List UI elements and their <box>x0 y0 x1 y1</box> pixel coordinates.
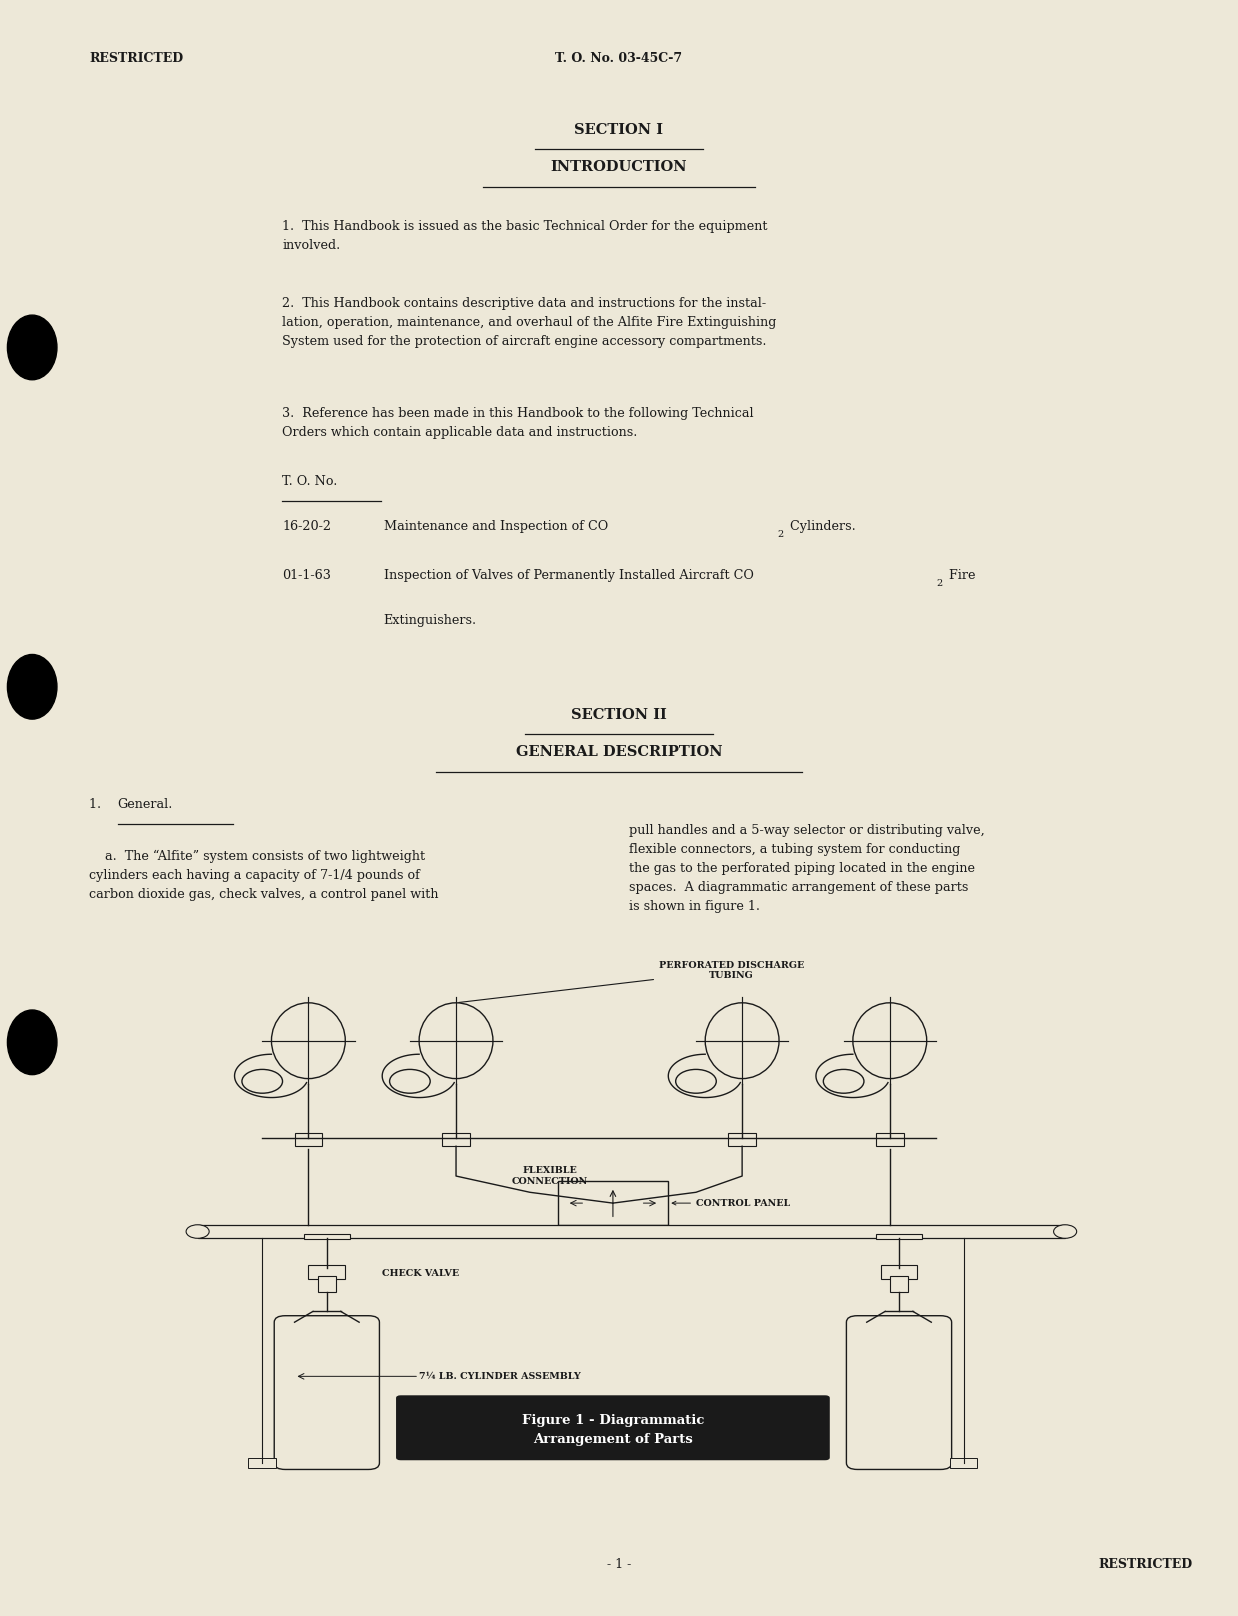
Bar <box>295 1133 322 1146</box>
Text: CONTROL PANEL: CONTROL PANEL <box>672 1199 790 1207</box>
Text: Extinguishers.: Extinguishers. <box>384 614 477 627</box>
Bar <box>198 1225 1065 1238</box>
Circle shape <box>7 654 57 719</box>
Bar <box>877 1235 922 1239</box>
Text: 2.  This Handbook contains descriptive data and instructions for the instal-
lat: 2. This Handbook contains descriptive da… <box>282 297 776 349</box>
Text: 7¼ LB. CYLINDER ASSEMBLY: 7¼ LB. CYLINDER ASSEMBLY <box>420 1372 581 1380</box>
Text: Fire: Fire <box>945 569 976 582</box>
Text: Maintenance and Inspection of CO: Maintenance and Inspection of CO <box>384 520 608 533</box>
Text: Arrangement of Parts: Arrangement of Parts <box>534 1433 693 1446</box>
Text: 2: 2 <box>777 530 784 540</box>
Text: GENERAL DESCRIPTION: GENERAL DESCRIPTION <box>516 745 722 760</box>
Text: INTRODUCTION: INTRODUCTION <box>551 160 687 175</box>
Bar <box>950 1458 978 1469</box>
Bar <box>249 1458 276 1469</box>
FancyBboxPatch shape <box>847 1315 952 1469</box>
Text: 1.: 1. <box>89 798 109 811</box>
Text: SECTION I: SECTION I <box>574 123 664 137</box>
Text: FLEXIBLE
CONNECTION: FLEXIBLE CONNECTION <box>511 1167 588 1186</box>
Bar <box>877 1133 904 1146</box>
Text: CHECK VALVE: CHECK VALVE <box>383 1269 459 1278</box>
Bar <box>890 1277 909 1293</box>
Text: 2: 2 <box>936 579 942 588</box>
Text: General.: General. <box>118 798 173 811</box>
Text: 1.  This Handbook is issued as the basic Technical Order for the equipment
invol: 1. This Handbook is issued as the basic … <box>282 220 768 252</box>
Text: 16-20-2: 16-20-2 <box>282 520 332 533</box>
Text: pull handles and a 5-way selector or distributing valve,
flexible connectors, a : pull handles and a 5-way selector or dis… <box>629 824 984 913</box>
Bar <box>318 1277 335 1293</box>
Text: 3.  Reference has been made in this Handbook to the following Technical
Orders w: 3. Reference has been made in this Handb… <box>282 407 754 440</box>
Bar <box>303 1235 350 1239</box>
FancyBboxPatch shape <box>396 1395 829 1461</box>
Text: T. O. No. 03-45C-7: T. O. No. 03-45C-7 <box>556 52 682 65</box>
Bar <box>728 1133 756 1146</box>
Bar <box>557 1181 669 1225</box>
Bar <box>880 1265 917 1278</box>
Text: Cylinders.: Cylinders. <box>786 520 855 533</box>
Bar <box>308 1265 345 1278</box>
Ellipse shape <box>186 1225 209 1238</box>
Ellipse shape <box>1054 1225 1077 1238</box>
Text: 01-1-63: 01-1-63 <box>282 569 331 582</box>
Text: RESTRICTED: RESTRICTED <box>1098 1558 1192 1571</box>
FancyBboxPatch shape <box>275 1315 379 1469</box>
Text: RESTRICTED: RESTRICTED <box>89 52 183 65</box>
Text: - 1 -: - 1 - <box>607 1558 631 1571</box>
Text: Inspection of Valves of Permanently Installed Aircraft CO: Inspection of Valves of Permanently Inst… <box>384 569 754 582</box>
Bar <box>442 1133 470 1146</box>
Text: PERFORATED DISCHARGE
TUBING: PERFORATED DISCHARGE TUBING <box>459 960 805 1002</box>
Text: SECTION II: SECTION II <box>571 708 667 722</box>
Text: T. O. No.: T. O. No. <box>282 475 338 488</box>
Text: Figure 1 - Diagrammatic: Figure 1 - Diagrammatic <box>521 1414 704 1427</box>
Circle shape <box>7 315 57 380</box>
Circle shape <box>7 1010 57 1075</box>
Text: a.  The “Alfite” system consists of two lightweight
cylinders each having a capa: a. The “Alfite” system consists of two l… <box>89 850 438 902</box>
